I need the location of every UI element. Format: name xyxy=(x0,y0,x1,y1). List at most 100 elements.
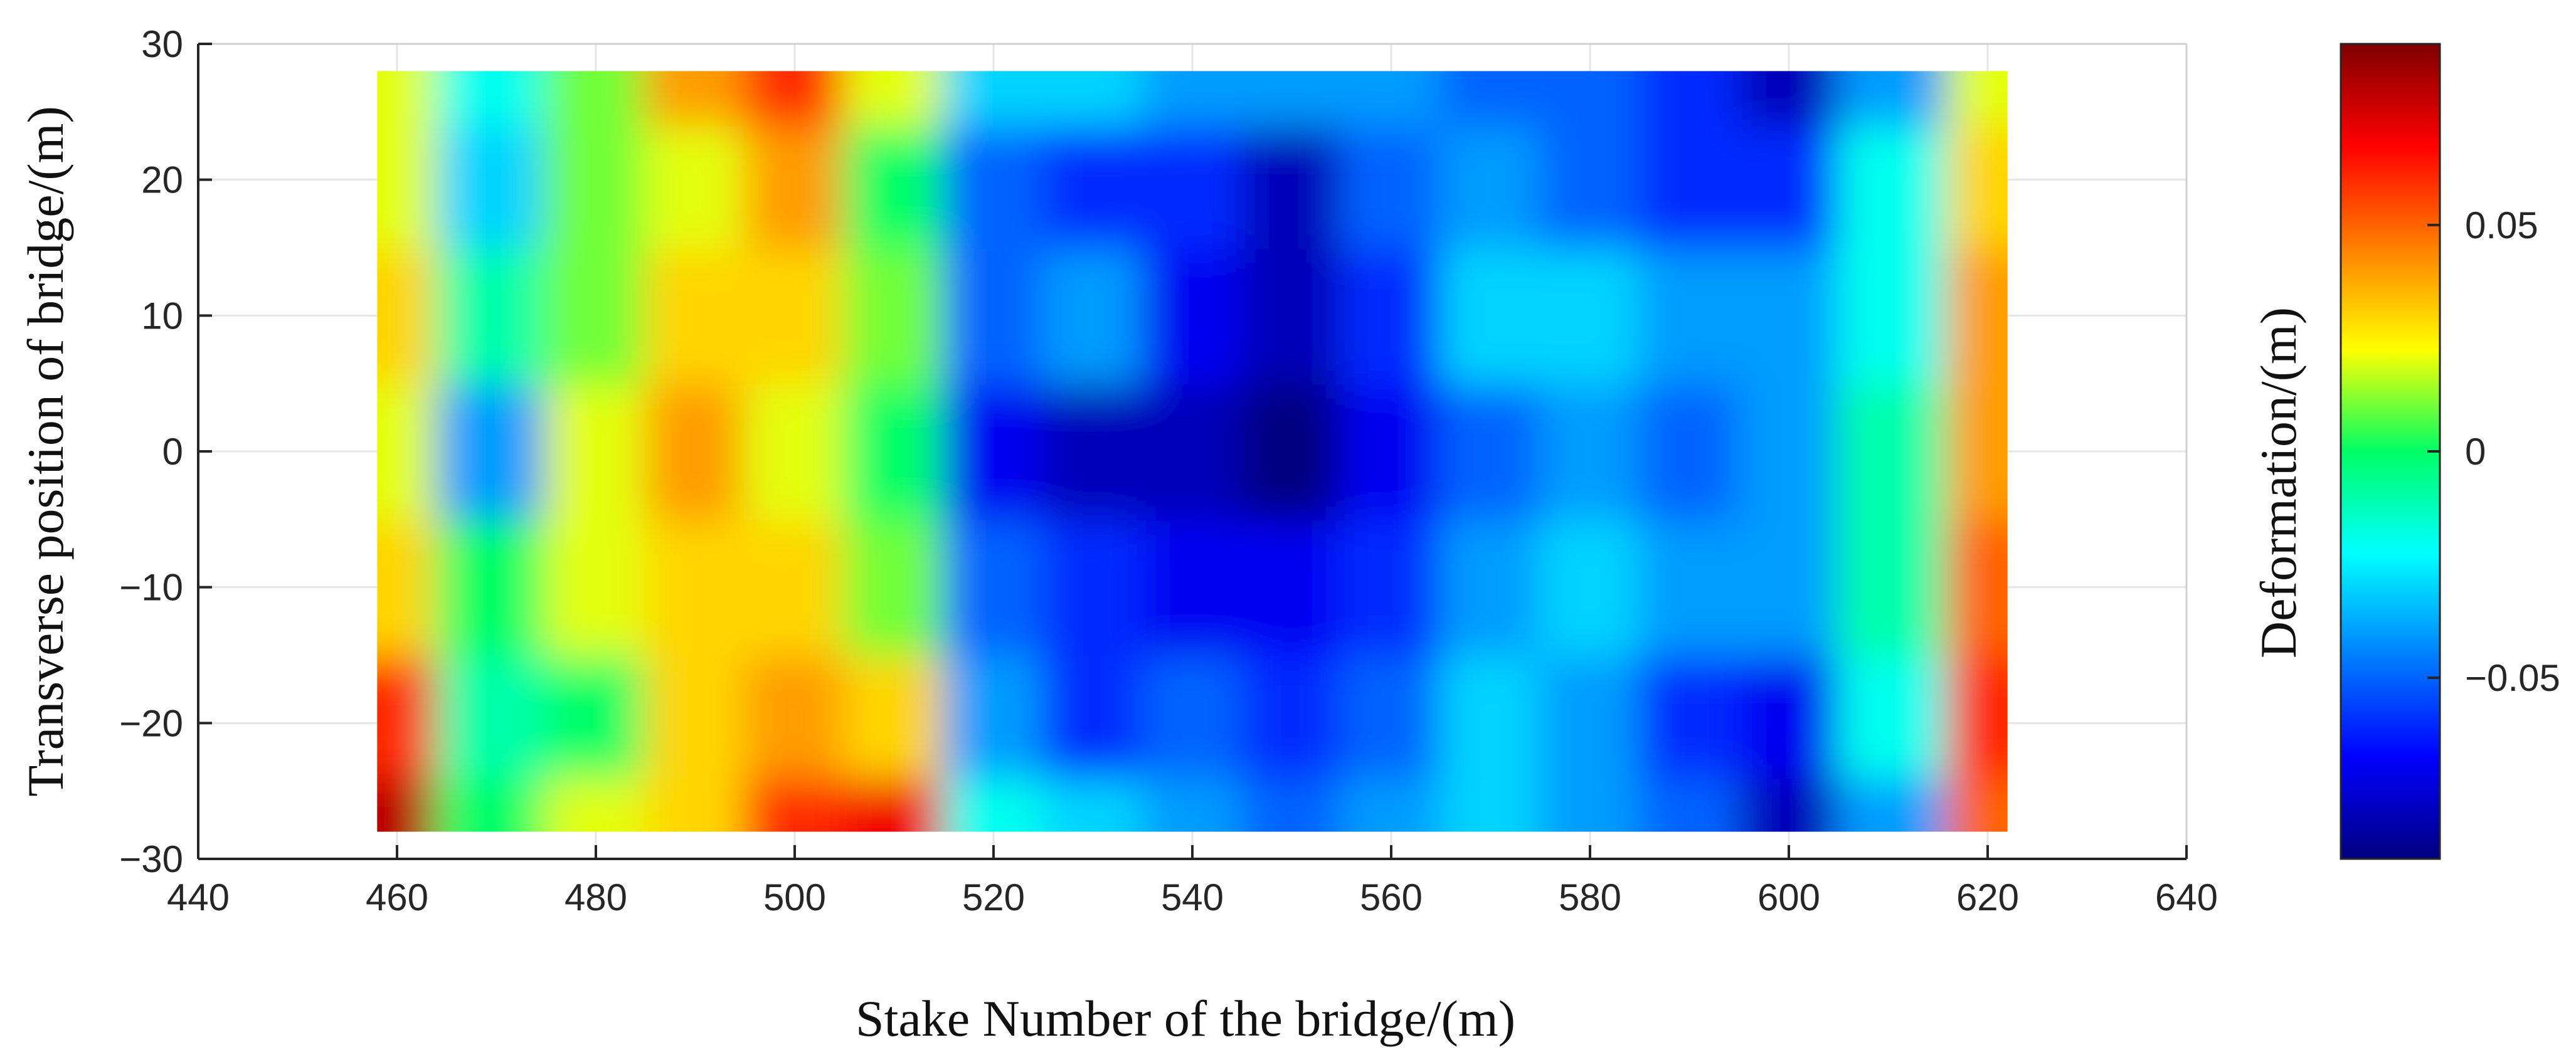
heatmap-cell xyxy=(743,71,846,127)
heatmap-cell xyxy=(644,71,746,127)
heatmap-cell xyxy=(1638,382,1741,521)
heatmap-cell xyxy=(1946,246,2008,385)
heatmap-cell xyxy=(942,246,1045,385)
heatmap-cell xyxy=(1241,518,1343,656)
y-tick-label: 10 xyxy=(141,295,183,337)
heatmap-cell xyxy=(743,382,846,521)
heatmap-cell xyxy=(1439,776,1542,832)
x-axis-ticks: 440 460 480 500 520 540 560 580 600 620 640 xyxy=(167,845,2218,918)
heatmap-cell xyxy=(544,518,647,656)
heatmap-cell xyxy=(1241,654,1343,779)
heatmap-cell xyxy=(843,776,945,832)
colorbar-tick-label: −0.05 xyxy=(2465,657,2560,699)
heatmap-cell xyxy=(377,71,438,127)
heatmap-cell xyxy=(942,654,1045,779)
heatmap-cell xyxy=(1946,382,2008,521)
heatmap-cell xyxy=(435,71,548,127)
heatmap-cell xyxy=(1737,518,1840,656)
heatmap-cell xyxy=(743,654,846,779)
heatmap-cell xyxy=(1737,71,1840,127)
heatmap-cell xyxy=(1539,382,1641,521)
heatmap-cell xyxy=(544,71,647,127)
colorbar-ticks: −0.05 0 0.05 xyxy=(2427,204,2560,699)
heatmap-cell xyxy=(1340,71,1443,127)
heatmap-cells xyxy=(377,71,2008,832)
heatmap-cell xyxy=(1946,71,2008,127)
x-axis-label: Stake Number of the bridge/(m) xyxy=(856,990,1515,1047)
x-tick-label: 600 xyxy=(1757,876,1820,918)
heatmap-cell xyxy=(1539,776,1641,832)
heatmap-cell xyxy=(1837,654,1949,779)
heatmap-cell xyxy=(1241,382,1343,521)
heatmap-cell xyxy=(1340,246,1443,385)
y-tick-label: −10 xyxy=(119,567,183,609)
heatmap-cell xyxy=(377,654,438,779)
heatmap-cell xyxy=(1241,776,1343,832)
heatmap-cell xyxy=(1439,382,1542,521)
colorbar-gradient xyxy=(2340,43,2441,860)
heatmap-cell xyxy=(1837,124,1949,249)
heatmap-cell xyxy=(435,382,548,521)
x-tick-label: 540 xyxy=(1161,876,1224,918)
heatmap-cell xyxy=(942,382,1045,521)
heatmap-cell xyxy=(544,654,647,779)
heatmap-cell xyxy=(544,776,647,832)
heatmap-cell xyxy=(1141,71,1244,127)
heatmap-cell xyxy=(1638,654,1741,779)
heatmap-cell xyxy=(1837,246,1949,385)
y-axis-ticks: −30 −20 −10 0 10 20 30 xyxy=(119,23,212,880)
heatmap-cell xyxy=(644,382,746,521)
heatmap-cell xyxy=(435,776,548,832)
heatmap-cell xyxy=(1042,71,1144,127)
heatmap-cell xyxy=(1439,654,1542,779)
heatmap-cell xyxy=(942,124,1045,249)
colorbar-tick-label: 0 xyxy=(2465,431,2486,473)
heatmap-cell xyxy=(1042,124,1144,249)
heatmap-cell xyxy=(1737,246,1840,385)
heatmap-cell xyxy=(1638,124,1741,249)
y-tick-label: −20 xyxy=(119,702,183,744)
heatmap-cell xyxy=(1837,71,1949,127)
colorbar: −0.05 0 0.05 Deformation/(m) xyxy=(2250,43,2560,860)
heatmap-cell xyxy=(1141,382,1244,521)
heatmap-cell xyxy=(843,518,945,656)
heatmap-cell xyxy=(435,246,548,385)
heatmap-cell xyxy=(1141,124,1244,249)
heatmap-cell xyxy=(1946,124,2008,249)
x-tick-label: 640 xyxy=(2155,876,2218,918)
x-tick-label: 580 xyxy=(1559,876,1621,918)
heatmap-cell xyxy=(1340,124,1443,249)
heatmap-cell xyxy=(1042,246,1144,385)
heatmap-cell xyxy=(1042,776,1144,832)
heatmap-cell xyxy=(1946,776,2008,832)
heatmap-cell xyxy=(1241,124,1343,249)
x-tick-label: 500 xyxy=(763,876,826,918)
heatmap-cell xyxy=(644,776,746,832)
heatmap-cell xyxy=(1340,382,1443,521)
heatmap-cell xyxy=(1737,124,1840,249)
heatmap-cell xyxy=(743,518,846,656)
heatmap-cell xyxy=(843,124,945,249)
heatmap-cell xyxy=(1539,654,1641,779)
heatmap-cell xyxy=(1141,654,1244,779)
heatmap-cell xyxy=(377,518,438,656)
heatmap-cell xyxy=(1946,518,2008,656)
x-tick-label: 440 xyxy=(167,876,230,918)
colorbar-label: Deformation/(m) xyxy=(2250,307,2307,658)
heatmap-cell xyxy=(1737,382,1840,521)
heatmap-cell xyxy=(942,71,1045,127)
x-tick-label: 560 xyxy=(1360,876,1423,918)
heatmap-cell xyxy=(644,124,746,249)
heatmap-cell xyxy=(377,124,438,249)
heatmap-cell xyxy=(377,246,438,385)
heatmap-cell xyxy=(743,124,846,249)
heatmap-cell xyxy=(1439,246,1542,385)
y-tick-label: 20 xyxy=(141,159,183,201)
plot-area: 440 460 480 500 520 540 560 580 600 620 640 −30 −20… xyxy=(119,23,2218,918)
heatmap-cell xyxy=(1737,776,1840,832)
heatmap-cell xyxy=(1946,654,2008,779)
y-tick-label: 30 xyxy=(141,23,183,65)
heatmap-cell xyxy=(843,71,945,127)
colorbar-tick-label: 0.05 xyxy=(2465,204,2538,246)
